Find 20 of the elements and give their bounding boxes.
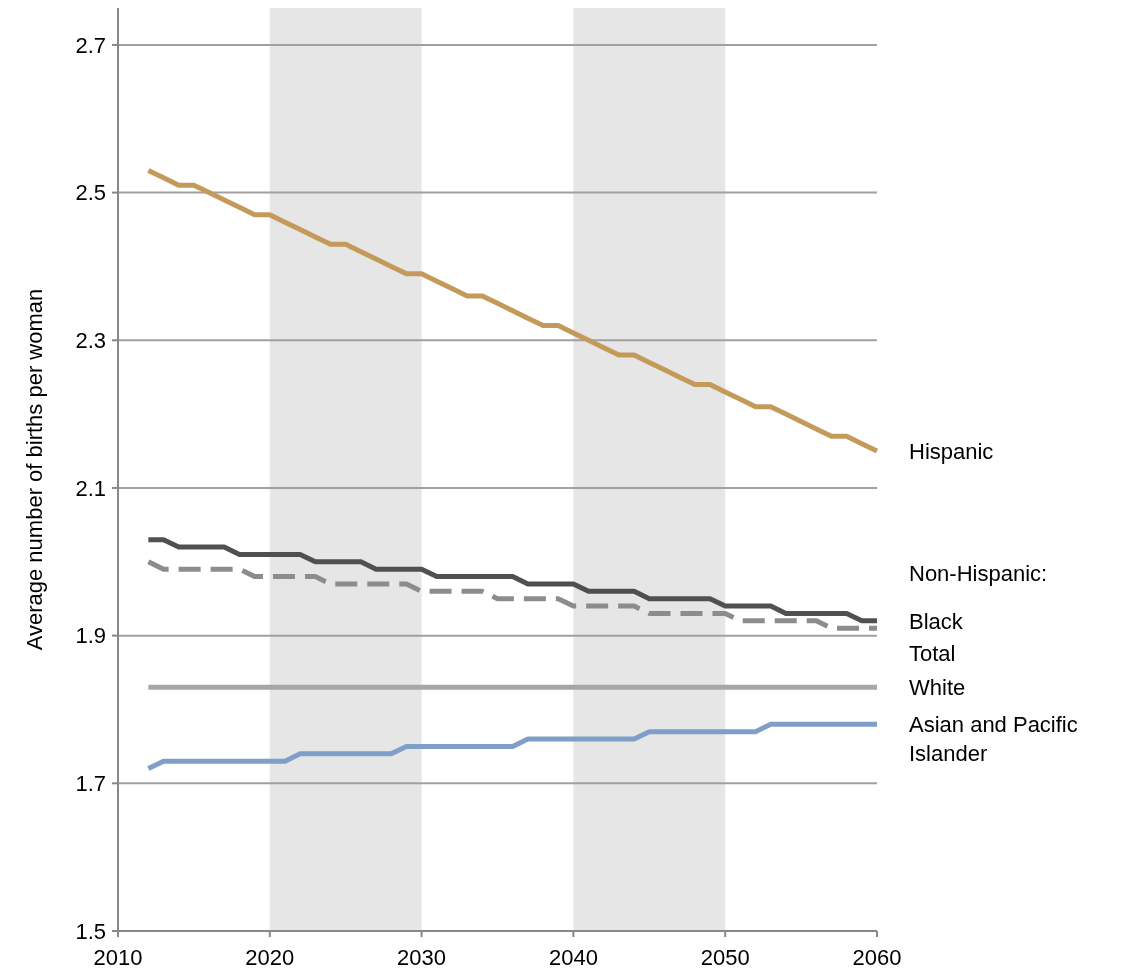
text: Non-Hispanic: xyxy=(909,560,1048,586)
y-tick-label: 2.5 xyxy=(75,180,106,206)
y-axis-title: Average number of births per woman xyxy=(22,288,47,651)
y-tick-label: 2.3 xyxy=(75,327,106,353)
y-tick-label: 2.1 xyxy=(75,475,106,501)
y-tick-label: 1.9 xyxy=(75,623,106,649)
x-tick-label: 2050 xyxy=(700,945,750,970)
x-tick-label: 2010 xyxy=(93,945,143,970)
x-tick-label: 2060 xyxy=(852,945,902,970)
series-label: Hispanic xyxy=(909,438,994,464)
y-tick-label: 1.7 xyxy=(75,771,106,797)
y-tick-label: 1.5 xyxy=(75,918,106,944)
series-label: Asian and Pacific Islander xyxy=(909,711,1078,766)
x-tick-label: 2030 xyxy=(397,945,447,970)
series-label: White xyxy=(909,675,966,701)
y-tick-label: 2.7 xyxy=(75,32,106,58)
x-tick-label: 2020 xyxy=(245,945,295,970)
x-tick-label: 2040 xyxy=(548,945,598,970)
series-label: Black xyxy=(909,608,964,634)
series-label: Total xyxy=(909,640,956,666)
